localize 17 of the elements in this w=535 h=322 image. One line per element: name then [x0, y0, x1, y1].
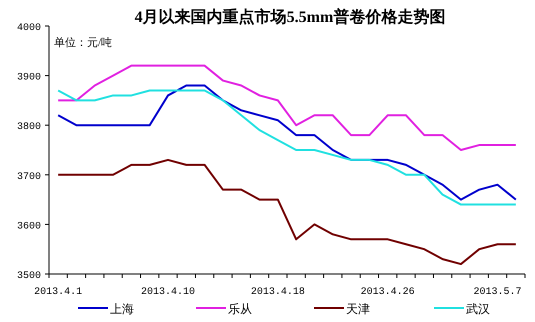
y-tick-label: 4000	[16, 23, 41, 34]
y-tick-label: 3700	[16, 172, 41, 183]
y-tick-label: 3500	[16, 271, 41, 282]
legend-label: 武汉	[466, 302, 490, 316]
x-tick-label: 2013.4.1	[34, 287, 82, 298]
x-tick-label: 2013.4.26	[360, 287, 415, 298]
legend-label: 乐从	[228, 302, 252, 316]
x-tick-label: 2013.4.10	[140, 287, 196, 298]
y-tick-label: 3900	[16, 72, 41, 84]
annotation: 单位：元/吨	[54, 36, 112, 49]
y-tick-label: 3600	[16, 221, 41, 232]
x-tick-label: 2013.4.18	[250, 287, 305, 298]
legend-label: 天津	[346, 302, 370, 316]
legend-label: 上海	[110, 302, 134, 316]
x-tick-label: 2013.5.7	[474, 287, 522, 298]
chart-title: 4月以来国内重点市场5.5mm普卷价格走势图	[134, 7, 446, 26]
y-tick-label: 3800	[16, 122, 41, 134]
